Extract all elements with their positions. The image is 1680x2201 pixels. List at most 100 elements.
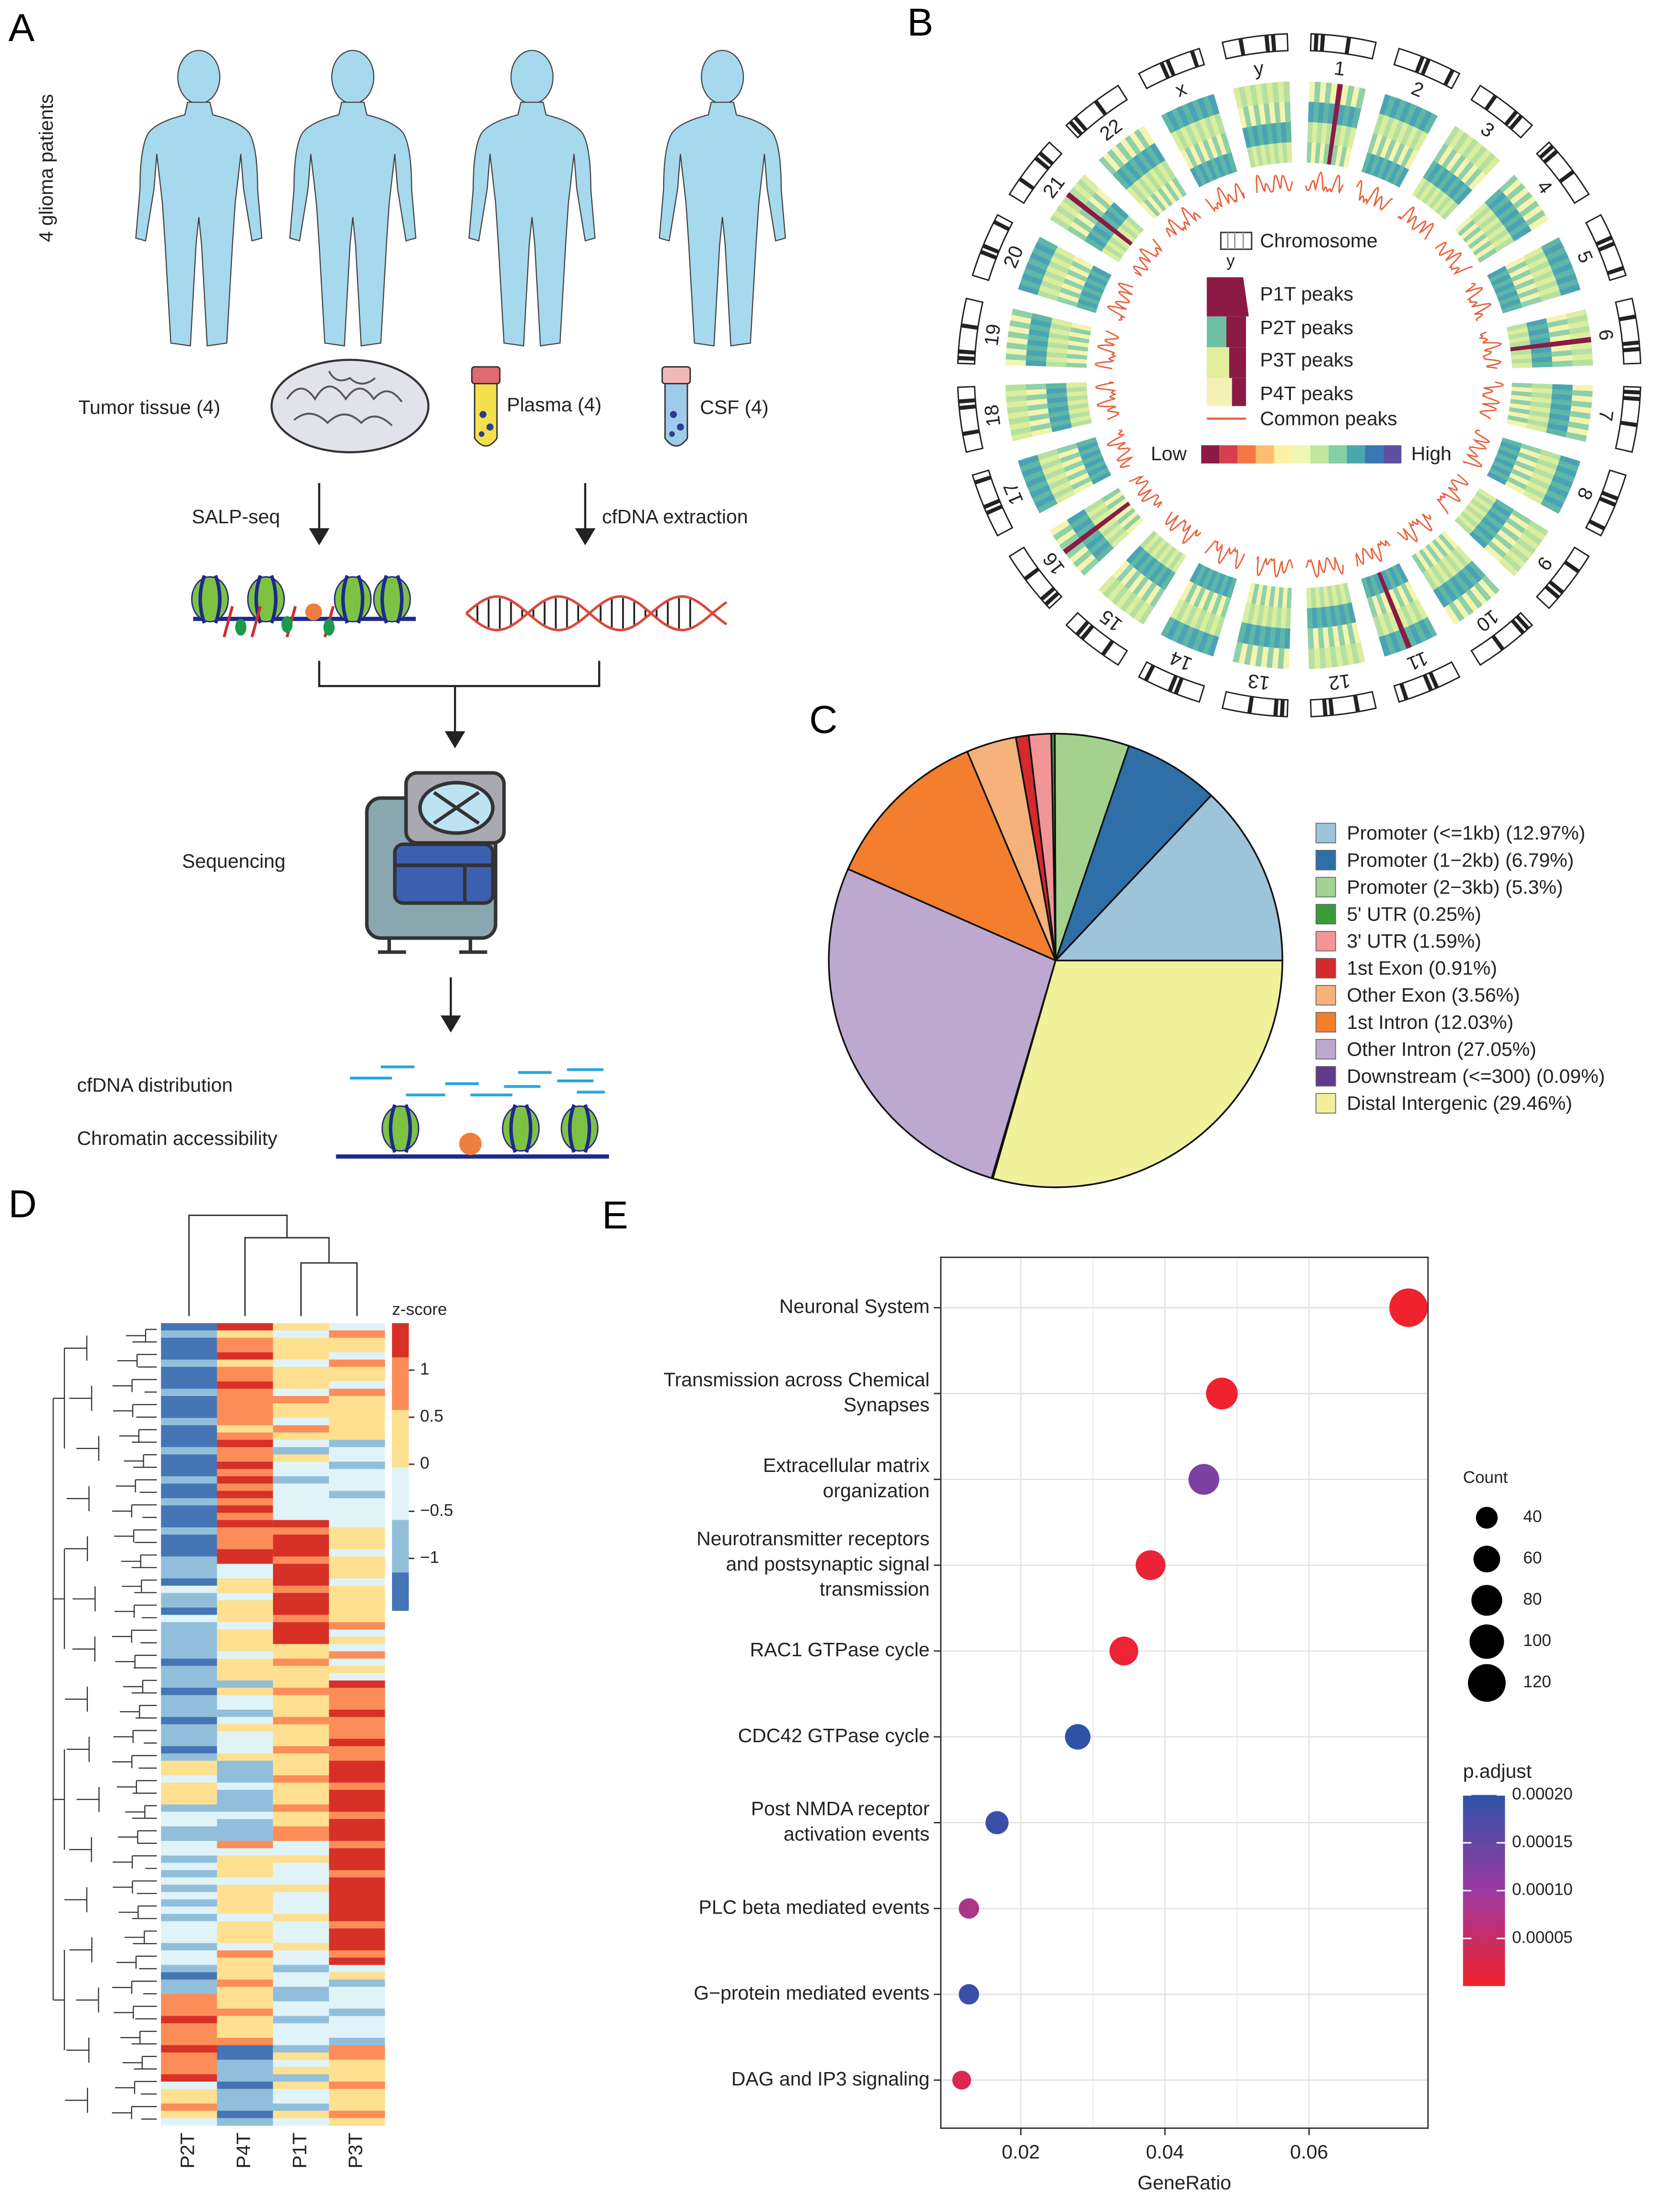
- colorbar-cell: [392, 1476, 409, 1482]
- heat-cell: [329, 1958, 385, 1966]
- heat-cell: [329, 1374, 385, 1382]
- y-tick-label-line: transmission: [820, 1578, 930, 1600]
- track-cell: [1025, 360, 1046, 367]
- track-cell: [1027, 257, 1049, 271]
- accessibility-diagram: [336, 1065, 609, 1159]
- output-label: cfDNA distribution: [77, 1074, 232, 1096]
- track-cell: [1286, 588, 1292, 608]
- heat-cell: [161, 1439, 217, 1448]
- heat-cell: [273, 1578, 329, 1587]
- heat-cell: [161, 1374, 217, 1382]
- ideogram-band: [1588, 519, 1606, 531]
- colorbar-cell: [1463, 1875, 1505, 1880]
- panel-a-part: [135, 50, 263, 347]
- track-cell: [1027, 334, 1049, 342]
- colorbar-cell: [392, 1385, 409, 1391]
- heat-cell: [161, 1892, 217, 1900]
- heat-cell: [161, 1345, 217, 1353]
- peak-mark: [1063, 501, 1131, 554]
- colorbar-cell: [1463, 1978, 1505, 1982]
- heat-cell: [329, 1447, 385, 1455]
- track-cell: [1432, 193, 1448, 212]
- track-cell: [1153, 541, 1170, 561]
- track-cell: [1071, 322, 1092, 332]
- track-cell: [1051, 317, 1072, 328]
- heat-cell: [217, 1418, 273, 1426]
- salp-diagram: [192, 575, 416, 638]
- heat-cell: [217, 1782, 273, 1790]
- heat-cell: [217, 1454, 273, 1462]
- track-cell: [1068, 406, 1089, 415]
- heat-cell: [161, 1833, 217, 1841]
- chromosome-label: 1: [1333, 57, 1347, 80]
- track-cell: [1140, 201, 1158, 220]
- heat-cell: [161, 1899, 217, 1907]
- heat-cell: [329, 2038, 385, 2046]
- heat-cell: [217, 1388, 273, 1397]
- heat-cell: [329, 2031, 385, 2039]
- track-cell: [1214, 156, 1226, 177]
- track-cell: [1069, 265, 1090, 278]
- y-tick-label-line: activation events: [783, 1823, 930, 1845]
- track-cell: [1130, 548, 1147, 567]
- common-peaks: [1479, 381, 1504, 420]
- track-cell: [1457, 135, 1474, 156]
- track-cell: [1063, 460, 1084, 473]
- heat-cell: [217, 1461, 273, 1470]
- track-cell: [1468, 501, 1487, 518]
- heat-cell: [273, 1352, 329, 1360]
- track-cell: [1133, 551, 1151, 571]
- heat-cell: [161, 1542, 217, 1550]
- colorbar-cell: [1463, 1886, 1505, 1891]
- track-cell: [1255, 645, 1264, 667]
- track-cell: [1112, 560, 1130, 579]
- track-cell: [1517, 452, 1539, 464]
- track-cell: [1308, 102, 1315, 123]
- track-cell: [1145, 171, 1162, 190]
- track-cell: [1466, 142, 1483, 162]
- track-cell: [1282, 648, 1290, 669]
- heat-cell: [161, 2023, 217, 2031]
- heat-cell: [273, 1724, 329, 1732]
- track-cell: [1430, 565, 1446, 585]
- y-tick-label-line: and postsynaptic signal: [726, 1553, 930, 1575]
- track-cell: [1465, 505, 1484, 521]
- track-cell: [1465, 230, 1485, 246]
- heat-cell: [161, 1738, 217, 1747]
- track-cell: [1338, 604, 1347, 625]
- track-cell: [1061, 455, 1082, 468]
- heat-cell: [329, 1833, 385, 1841]
- track-cell: [1286, 142, 1292, 163]
- track-cell: [1076, 302, 1097, 313]
- track-cell: [1519, 447, 1540, 459]
- output-label: Chromatin accessibility: [77, 1127, 277, 1149]
- track-cell: [1547, 423, 1568, 433]
- track-cell: [1452, 598, 1469, 619]
- track-cell: [1347, 602, 1356, 624]
- track-cell: [1172, 177, 1187, 197]
- track-cell: [1055, 246, 1076, 261]
- track-cell: [1477, 488, 1497, 503]
- heat-cell: [161, 1593, 217, 1601]
- ideogram-band: [1539, 145, 1554, 159]
- track-cell: [1525, 251, 1546, 265]
- colorbar-cell: [1463, 1974, 1505, 1979]
- column-dendrogram: [188, 1214, 358, 1316]
- track-cell: [1087, 232, 1107, 248]
- track-cell: [1244, 85, 1254, 106]
- column-label: P2T: [177, 2133, 199, 2169]
- heat-cell: [329, 1410, 385, 1418]
- ideogram-band: [1159, 62, 1170, 79]
- heat-cell: [329, 1658, 385, 1667]
- track-cell: [1202, 95, 1215, 117]
- track-cell: [1161, 113, 1176, 134]
- track-cell: [1425, 187, 1442, 207]
- track-cell: [1568, 421, 1589, 431]
- ideogram-band: [1515, 615, 1530, 630]
- heat-cell: [161, 2111, 217, 2119]
- heat-cell: [217, 2016, 273, 2024]
- track-cell: [1134, 128, 1151, 149]
- heat-cell: [329, 1359, 385, 1367]
- heat-cell: [161, 1534, 217, 1543]
- track-cell: [1046, 387, 1067, 394]
